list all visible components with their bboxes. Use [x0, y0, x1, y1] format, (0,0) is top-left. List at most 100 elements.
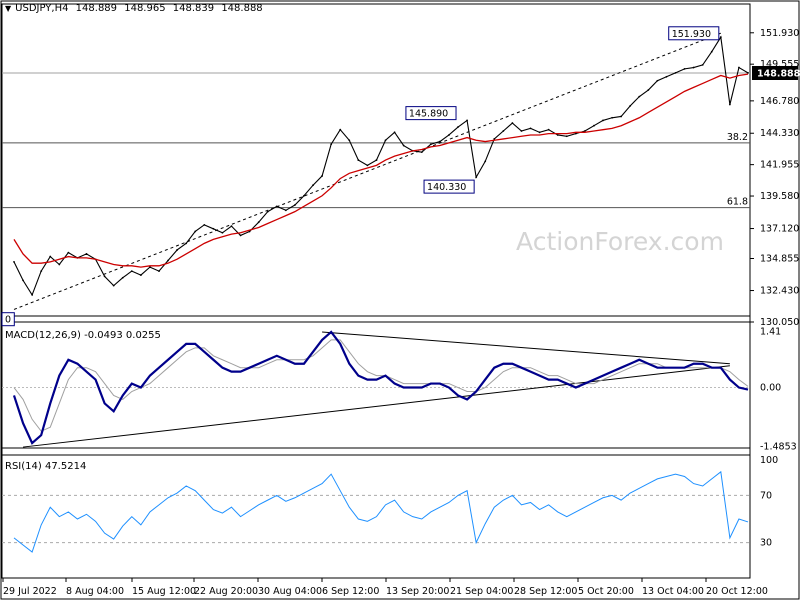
- price-point: [212, 227, 215, 230]
- macd-trendline: [322, 331, 730, 365]
- price-point: [85, 253, 88, 255]
- price-tick-label: 149.555: [760, 59, 799, 70]
- annotation-box: [423, 179, 475, 194]
- macd-tick-label: 0.00: [760, 383, 781, 394]
- x-tick-label: 13 Oct 04:00: [642, 586, 704, 597]
- macd-panel: [2, 330, 750, 448]
- price-tick-label: 137.120: [760, 224, 799, 235]
- ohlc-open: 148.889: [75, 3, 118, 14]
- price-point: [103, 275, 106, 278]
- price-panel: 38.2 61.8 151.930 145.890 140.330 0: [1, 26, 750, 327]
- annotation-text: 140.330: [427, 182, 466, 193]
- price-point: [502, 130, 505, 132]
- price-point: [40, 270, 43, 273]
- price-point: [402, 144, 405, 147]
- current-price-badge: [752, 65, 798, 80]
- price-tick-label: 144.330: [760, 128, 799, 139]
- x-tick-label: 21 Sep 04:00: [450, 586, 513, 597]
- price-header: ▼ USDJPY,H4 148.889 148.965 148.839 148.8…: [5, 3, 263, 14]
- x-tick-label: 5 Oct 20:00: [578, 586, 634, 597]
- price-point: [611, 116, 613, 119]
- price-point: [230, 225, 233, 228]
- price-point: [647, 89, 650, 91]
- price-trendline: [13, 32, 721, 310]
- price-point: [284, 209, 287, 212]
- price-point: [366, 164, 369, 167]
- rsi-tick-label: 100: [760, 455, 778, 466]
- price-point: [629, 104, 632, 107]
- price-point: [728, 103, 731, 106]
- price-point: [710, 50, 713, 53]
- price-tick-label: 130.050: [760, 317, 799, 328]
- price-point: [538, 131, 541, 134]
- price-point: [701, 64, 704, 66]
- panel-frame-rsi: [1, 447, 751, 579]
- price-point: [139, 274, 142, 276]
- price-point: [130, 270, 133, 273]
- ohlc-close: 148.888: [221, 3, 263, 14]
- x-tick-label: 6 Sep 12:00: [322, 586, 379, 597]
- x-tick-label: 15 Aug 12:00: [132, 586, 196, 597]
- macd-trendline: [23, 365, 730, 448]
- price-point: [58, 263, 61, 266]
- price-point: [194, 230, 197, 233]
- price-point: [457, 126, 459, 128]
- price-tick-label: 141.955: [760, 160, 799, 171]
- price-point: [221, 231, 224, 234]
- price-point: [22, 279, 24, 282]
- price-point: [665, 75, 668, 78]
- x-tick-label: 8 Aug 04:00: [66, 586, 124, 597]
- price-point: [348, 139, 351, 142]
- price-point: [49, 255, 52, 258]
- price-point: [239, 234, 242, 237]
- price-point: [312, 184, 314, 187]
- price-point: [556, 134, 559, 136]
- price-point: [339, 128, 342, 131]
- price-annotation: 0: [1, 312, 15, 327]
- ohlc-high: 148.965: [124, 3, 166, 14]
- price-point: [185, 242, 188, 245]
- x-tick-label: 20 Oct 12:00: [706, 586, 768, 597]
- price-annotation: 140.330: [423, 179, 475, 194]
- price-point: [176, 249, 179, 251]
- macd-title: MACD(12,26,9) -0.0493 0.0255: [5, 330, 161, 341]
- price-point: [266, 210, 269, 213]
- price-point: [719, 36, 722, 39]
- rsi-tick-label: 30: [760, 538, 772, 549]
- x-tick-label: 13 Sep 20:00: [386, 586, 449, 597]
- price-point: [565, 135, 568, 138]
- price-point: [692, 66, 695, 69]
- price-point: [158, 270, 160, 273]
- price-point: [593, 124, 595, 127]
- moving-average-line: [13, 73, 749, 268]
- price-point: [321, 175, 323, 177]
- price-point: [149, 266, 151, 269]
- price-point: [248, 230, 251, 233]
- panel-frame-macd: [1, 315, 751, 456]
- x-tick-label: 29 Jul 2022: [3, 586, 57, 597]
- macd-header: MACD(12,26,9) -0.0493 0.0255: [5, 330, 165, 341]
- price-point: [330, 143, 333, 146]
- price-point: [439, 140, 441, 143]
- annotation-text: 151.930: [672, 29, 711, 40]
- macd-signal-line: [13, 339, 749, 432]
- price-point: [493, 138, 496, 140]
- macd-tick-label: -1.4853: [760, 441, 797, 452]
- price-point: [303, 194, 305, 197]
- chart-menu-icon[interactable]: ▼: [5, 4, 12, 13]
- macd-tick-label: 1.41: [760, 327, 781, 338]
- price-point: [620, 115, 623, 118]
- annotation-text: 0: [5, 315, 11, 326]
- annotation-box: [668, 26, 720, 41]
- price-annotation: 145.890: [405, 106, 457, 121]
- annotation-box: [1, 312, 15, 327]
- price-tick-label: 139.580: [760, 191, 799, 202]
- rsi-header: RSI(14) 47.5214: [5, 461, 90, 472]
- price-point: [583, 130, 586, 132]
- price-point: [738, 66, 740, 69]
- price-point: [429, 143, 432, 146]
- rsi-tick-label: 70: [760, 490, 772, 501]
- price-point: [420, 151, 423, 154]
